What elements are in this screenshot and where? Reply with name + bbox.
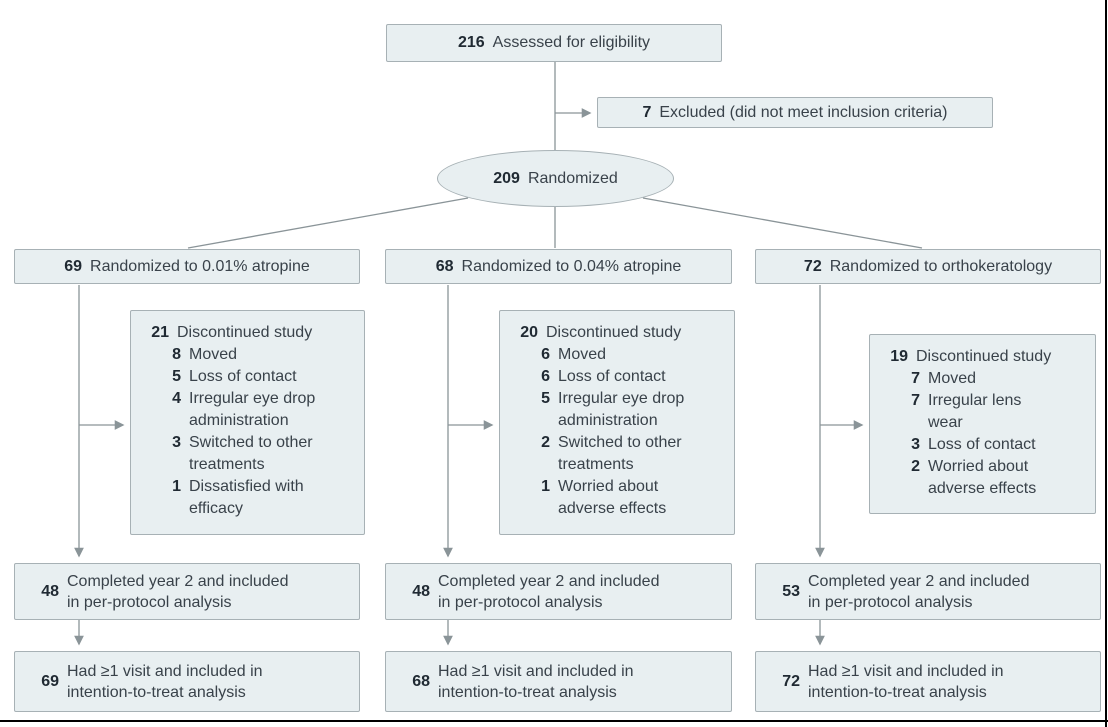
arm1-reason: 3 Switched to other treatments: [163, 432, 358, 476]
arm1-completed-label: Completed year 2 and included in per-pro…: [67, 572, 289, 611]
arm2-discontinued-header: 20 Discontinued study: [512, 322, 728, 344]
arm3-reason: 7 Moved: [902, 368, 1089, 390]
reason-label: Loss of contact: [558, 368, 666, 385]
arm2-discontinued-label: Discontinued study: [546, 324, 682, 341]
arm1-completed-box: 48 Completed year 2 and included in per-…: [14, 563, 360, 620]
excluded-label: Excluded (did not meet inclusion criteri…: [659, 103, 948, 121]
randomized-label: Randomized: [527, 169, 618, 187]
arm2-itt-box: 68 Had ≥1 visit and included in intentio…: [385, 651, 732, 712]
arm2-itt-label: Had ≥1 visit and included in intention-t…: [438, 662, 634, 701]
reason-count: 1: [172, 478, 181, 495]
reason-count: 2: [541, 434, 550, 451]
arm3-reason: 7 Irregular lens wear: [902, 390, 1089, 434]
arm3-discontinued-box: 19 Discontinued study 7 Moved 7 Irregula…: [869, 334, 1096, 514]
page-right-rule: [1105, 0, 1107, 727]
arm1-discontinued-box: 21 Discontinued study 8 Moved 5 Loss of …: [130, 310, 365, 535]
reason-count: 6: [541, 368, 550, 385]
reason-label: Moved: [558, 346, 607, 363]
reason-label: Moved: [928, 370, 977, 387]
arm3-randomized-box: 72 Randomized to orthokeratology: [755, 249, 1101, 284]
reason-count: 3: [911, 436, 920, 453]
reason-count: 6: [541, 346, 550, 363]
arm3-discontinued-count: 19: [890, 348, 908, 365]
arm2-reason: 6 Loss of contact: [532, 366, 728, 388]
arm2-randomized-box: 68 Randomized to 0.04% atropine: [385, 249, 732, 284]
arm3-completed-count: 53: [782, 582, 800, 600]
arm2-randomized-label: Randomized to 0.04% atropine: [461, 257, 682, 275]
arm2-reason: 5 Irregular eye drop administration: [532, 388, 728, 432]
reason-label: Irregular eye drop administration: [558, 390, 685, 429]
arm2-completed-label: Completed year 2 and included in per-pro…: [438, 572, 660, 611]
arm1-completed-count: 48: [41, 582, 59, 600]
reason-count: 7: [911, 370, 920, 387]
reason-count: 4: [172, 390, 181, 407]
reason-count: 3: [172, 434, 181, 451]
arm3-itt-label: Had ≥1 visit and included in intention-t…: [808, 662, 1004, 701]
arm1-randomized-count: 69: [64, 257, 83, 275]
reason-label: Switched to other treatments: [558, 434, 682, 473]
arm1-itt-count: 69: [41, 672, 59, 690]
arm1-discontinued-count: 21: [151, 324, 169, 341]
reason-label: Irregular eye drop administration: [189, 390, 316, 429]
arm1-reason: 4 Irregular eye drop administration: [163, 388, 358, 432]
arm2-reason: 2 Switched to other treatments: [532, 432, 728, 476]
arm1-randomized-label: Randomized to 0.01% atropine: [90, 257, 310, 275]
arm2-discontinued-count: 20: [520, 324, 538, 341]
fan-line-left: [187, 197, 469, 249]
arm1-discontinued-header: 21 Discontinued study: [143, 322, 358, 344]
reason-label: Switched to other treatments: [189, 434, 313, 473]
arm1-reason: 1 Dissatisfied with efficacy: [163, 476, 358, 520]
arm3-completed-box: 53 Completed year 2 and included in per-…: [755, 563, 1101, 620]
arm1-randomized-box: 69 Randomized to 0.01% atropine: [14, 249, 360, 284]
arm2-randomized-count: 68: [435, 257, 454, 275]
arm1-reason: 5 Loss of contact: [163, 366, 358, 388]
reason-label: Loss of contact: [928, 436, 1036, 453]
randomized-ellipse: 209 Randomized: [437, 150, 674, 207]
fan-line-right: [642, 197, 923, 249]
reason-count: 5: [172, 368, 181, 385]
reason-count: 7: [911, 392, 920, 409]
arm3-reason: 2 Worried about adverse effects: [902, 456, 1089, 500]
arm3-completed-label: Completed year 2 and included in per-pro…: [808, 572, 1030, 611]
arm1-itt-label: Had ≥1 visit and included in intention-t…: [67, 662, 263, 701]
arm3-reason: 3 Loss of contact: [902, 434, 1089, 456]
reason-label: Irregular lens wear: [928, 392, 1022, 431]
excluded-count: 7: [642, 103, 652, 121]
arm2-reason: 6 Moved: [532, 344, 728, 366]
arm2-itt-count: 68: [412, 672, 430, 690]
arm2-completed-box: 48 Completed year 2 and included in per-…: [385, 563, 732, 620]
arm3-randomized-label: Randomized to orthokeratology: [829, 257, 1053, 275]
arm1-itt-box: 69 Had ≥1 visit and included in intentio…: [14, 651, 360, 712]
reason-count: 1: [541, 478, 550, 495]
eligibility-count: 216: [457, 34, 485, 52]
arm2-completed-count: 48: [412, 582, 430, 600]
arm3-discontinued-label: Discontinued study: [916, 348, 1052, 365]
randomized-count: 209: [493, 169, 520, 187]
eligibility-label: Assessed for eligibility: [492, 34, 651, 52]
arm3-discontinued-header: 19 Discontinued study: [882, 346, 1089, 368]
reason-count: 8: [172, 346, 181, 363]
eligibility-box: 216 Assessed for eligibility: [386, 24, 722, 62]
reason-label: Moved: [189, 346, 238, 363]
reason-label: Worried about adverse effects: [928, 458, 1037, 497]
arm3-itt-box: 72 Had ≥1 visit and included in intentio…: [755, 651, 1101, 712]
arm3-itt-count: 72: [782, 672, 800, 690]
excluded-box: 7 Excluded (did not meet inclusion crite…: [597, 97, 993, 128]
reason-label: Dissatisfied with efficacy: [189, 478, 304, 517]
arm2-reason: 1 Worried about adverse effects: [532, 476, 728, 520]
reason-count: 5: [541, 390, 550, 407]
figure-bottom-rule: [0, 720, 1108, 722]
arm1-reason: 8 Moved: [163, 344, 358, 366]
arm2-discontinued-box: 20 Discontinued study 6 Moved 6 Loss of …: [499, 310, 735, 535]
reason-label: Worried about adverse effects: [558, 478, 667, 517]
arm1-discontinued-label: Discontinued study: [177, 324, 313, 341]
reason-label: Loss of contact: [189, 368, 297, 385]
reason-count: 2: [911, 458, 920, 475]
arm3-randomized-count: 72: [803, 257, 822, 275]
